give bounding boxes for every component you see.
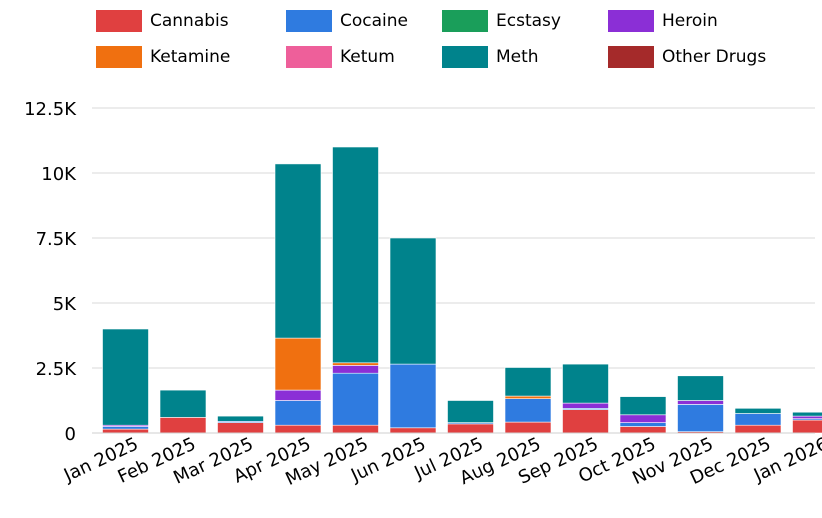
legend-label: Cannabis	[150, 11, 229, 31]
legend-label: Cocaine	[340, 11, 408, 31]
bar-segment-cocaine-apr-2025[interactable]	[274, 400, 322, 426]
legend-swatch	[608, 46, 654, 68]
bar-segment-ketamine-apr-2025[interactable]	[274, 337, 322, 391]
bar-segment-heroin-may-2025[interactable]	[332, 365, 379, 374]
legend-swatch	[442, 46, 488, 68]
bar-segment-cocaine-aug-2025[interactable]	[504, 398, 552, 423]
y-tick-label: 0	[65, 424, 76, 445]
bar-segment-meth-jan-2026[interactable]	[792, 411, 822, 417]
bar-segment-meth-dec-2025[interactable]	[734, 407, 782, 414]
legend-swatch	[442, 10, 488, 32]
bars	[102, 146, 822, 434]
bar-segment-cannabis-apr-2025[interactable]	[274, 424, 322, 434]
bar-segment-meth-jul-2025[interactable]	[447, 400, 494, 423]
legend-item-ketamine[interactable]: Ketamine	[96, 46, 230, 68]
bar-segment-meth-feb-2025[interactable]	[159, 389, 207, 418]
legend-item-heroin[interactable]: Heroin	[608, 10, 718, 32]
bar-segment-meth-may-2025[interactable]	[332, 146, 379, 364]
legend-item-other-drugs[interactable]: Other Drugs	[608, 46, 766, 68]
bar-segment-meth-nov-2025[interactable]	[677, 375, 724, 401]
legend-label: Ketum	[340, 47, 395, 67]
bar-segment-cocaine-nov-2025[interactable]	[677, 404, 724, 432]
y-tick-label: 2.5K	[36, 359, 78, 380]
legend-swatch	[286, 10, 332, 32]
bar-segment-meth-mar-2025[interactable]	[217, 415, 264, 422]
bar-segment-heroin-oct-2025[interactable]	[619, 414, 667, 423]
bar-segment-meth-oct-2025[interactable]	[619, 396, 667, 416]
bar-segment-cannabis-oct-2025[interactable]	[619, 426, 667, 434]
legend: Cannabis Cocaine Ecstasy Heroin Ketamine Ketu…	[96, 10, 766, 68]
bar-segment-cannabis-dec-2025[interactable]	[734, 424, 782, 434]
bar-segment-heroin-nov-2025[interactable]	[677, 400, 724, 405]
legend-swatch	[286, 46, 332, 68]
bar-segment-cannabis-may-2025[interactable]	[332, 424, 379, 434]
legend-label: Heroin	[662, 11, 718, 31]
bar-segment-ketamine-aug-2025[interactable]	[504, 395, 552, 399]
bar-segment-heroin-apr-2025[interactable]	[274, 389, 322, 401]
bar-segment-cannabis-jun-2025[interactable]	[389, 427, 437, 434]
bar-segment-cocaine-may-2025[interactable]	[332, 372, 379, 426]
bar-segment-cocaine-oct-2025[interactable]	[619, 422, 667, 427]
legend-swatch	[96, 46, 142, 68]
bar-segment-meth-jan-2025[interactable]	[102, 328, 149, 426]
legend-item-cannabis[interactable]: Cannabis	[96, 10, 229, 32]
bar-segment-cannabis-sep-2025[interactable]	[562, 409, 609, 434]
bar-segment-cannabis-jan-2025[interactable]	[102, 428, 149, 434]
bar-segment-cannabis-mar-2025[interactable]	[217, 422, 264, 434]
bar-segment-meth-aug-2025[interactable]	[504, 367, 552, 397]
bar-segment-cannabis-jan-2026[interactable]	[792, 419, 822, 434]
bar-segment-cocaine-jan-2025[interactable]	[102, 426, 149, 430]
y-tick-label: 7.5K	[36, 229, 78, 250]
bar-segment-meth-sep-2025[interactable]	[562, 363, 609, 404]
y-axis: 0 2.5K 5K 7.5K 10K 12.5K	[24, 99, 77, 445]
bar-segment-cocaine-jun-2025[interactable]	[389, 363, 437, 429]
legend-item-meth[interactable]: Meth	[442, 46, 539, 68]
bar-segment-cocaine-dec-2025[interactable]	[734, 413, 782, 426]
legend-label: Other Drugs	[662, 47, 766, 67]
bar-segment-meth-apr-2025[interactable]	[274, 163, 322, 339]
y-tick-label: 10K	[41, 164, 77, 185]
legend-label: Ketamine	[150, 47, 230, 67]
legend-item-ketum[interactable]: Ketum	[286, 46, 395, 68]
legend-label: Meth	[496, 47, 539, 67]
bar-segment-ketamine-may-2025[interactable]	[332, 362, 379, 366]
legend-swatch	[608, 10, 654, 32]
legend-label: Ecstasy	[496, 11, 561, 31]
legend-swatch	[96, 10, 142, 32]
bar-segment-heroin-jan-2026[interactable]	[792, 415, 822, 420]
bar-segment-meth-jun-2025[interactable]	[389, 237, 437, 365]
y-tick-label: 12.5K	[24, 99, 77, 120]
bar-segment-cannabis-jul-2025[interactable]	[447, 423, 494, 434]
bar-segment-cannabis-aug-2025[interactable]	[504, 421, 552, 434]
y-tick-label: 5K	[53, 294, 77, 315]
legend-item-cocaine[interactable]: Cocaine	[286, 10, 408, 32]
bar-segment-heroin-sep-2025[interactable]	[562, 402, 609, 409]
legend-item-ecstasy[interactable]: Ecstasy	[442, 10, 561, 32]
bar-segment-cannabis-feb-2025[interactable]	[159, 417, 207, 434]
